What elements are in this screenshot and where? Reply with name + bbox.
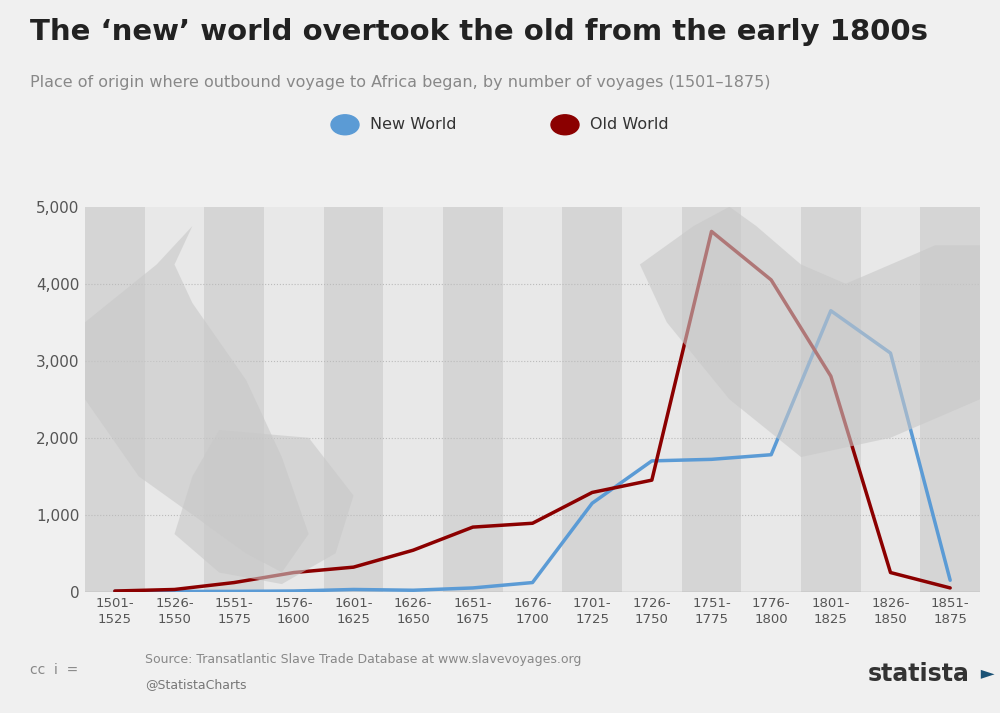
Bar — [741, 207, 801, 592]
Text: @StatistaCharts: @StatistaCharts — [145, 678, 246, 691]
Text: New World: New World — [370, 117, 456, 133]
Bar — [443, 207, 503, 592]
Polygon shape — [85, 226, 309, 573]
Text: cc  i  =: cc i = — [30, 663, 78, 677]
Bar — [324, 207, 383, 592]
Text: Place of origin where outbound voyage to Africa began, by number of voyages (150: Place of origin where outbound voyage to… — [30, 75, 770, 90]
Text: The ‘new’ world overtook the old from the early 1800s: The ‘new’ world overtook the old from th… — [30, 18, 928, 46]
Bar — [801, 207, 861, 592]
Bar — [920, 207, 980, 592]
Text: ►: ► — [975, 665, 995, 683]
Bar — [85, 207, 145, 592]
Polygon shape — [640, 207, 980, 457]
Bar — [383, 207, 443, 592]
Text: Old World: Old World — [590, 117, 669, 133]
Text: Source: Transatlantic Slave Trade Database at www.slavevoyages.org: Source: Transatlantic Slave Trade Databa… — [145, 653, 581, 666]
Bar — [682, 207, 741, 592]
Polygon shape — [175, 430, 354, 584]
Bar — [622, 207, 682, 592]
Bar — [264, 207, 324, 592]
Text: statista: statista — [868, 662, 970, 686]
Bar — [503, 207, 562, 592]
Bar — [204, 207, 264, 592]
Bar — [861, 207, 920, 592]
Bar — [562, 207, 622, 592]
Bar — [145, 207, 204, 592]
